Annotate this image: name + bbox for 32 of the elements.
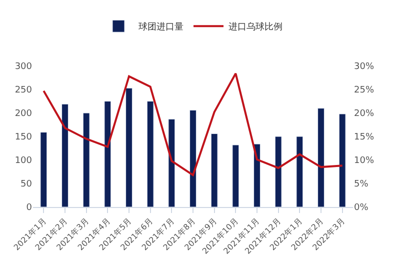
bar (104, 101, 112, 207)
bar (40, 132, 48, 207)
y2-tick-label: 30% (354, 62, 374, 72)
y-tick-label: 50 (20, 180, 32, 190)
y-tick-label: 100 (14, 156, 32, 166)
bar (146, 101, 154, 207)
y2-tick-label: 0% (354, 203, 369, 214)
bar (296, 136, 304, 207)
y-tick-label: 0 (26, 203, 32, 214)
legend-label: 进口乌球比例 (228, 22, 282, 33)
y2-tick-label: 10% (354, 156, 374, 166)
bar (210, 133, 218, 207)
y2-tick-label: 15% (354, 132, 374, 143)
legend-label: 球团进口量 (138, 22, 184, 33)
bar (254, 144, 260, 207)
y2-tick-label: 5% (354, 180, 369, 190)
line-series (42, 72, 344, 176)
bar (62, 104, 68, 207)
bar (168, 118, 176, 207)
y2-tick-label: 20% (354, 109, 374, 120)
y-tick-label: 200 (14, 109, 32, 120)
bar (274, 136, 282, 207)
bar (190, 110, 196, 207)
y-tick-label: 300 (14, 62, 32, 72)
y2-tick-label: 25% (354, 86, 374, 96)
bar (126, 88, 132, 207)
bar (232, 144, 240, 207)
bar (338, 114, 346, 207)
y-tick-label: 150 (14, 132, 32, 143)
bar (82, 112, 90, 207)
y-tick-label: 250 (14, 86, 32, 96)
bar (318, 108, 324, 207)
